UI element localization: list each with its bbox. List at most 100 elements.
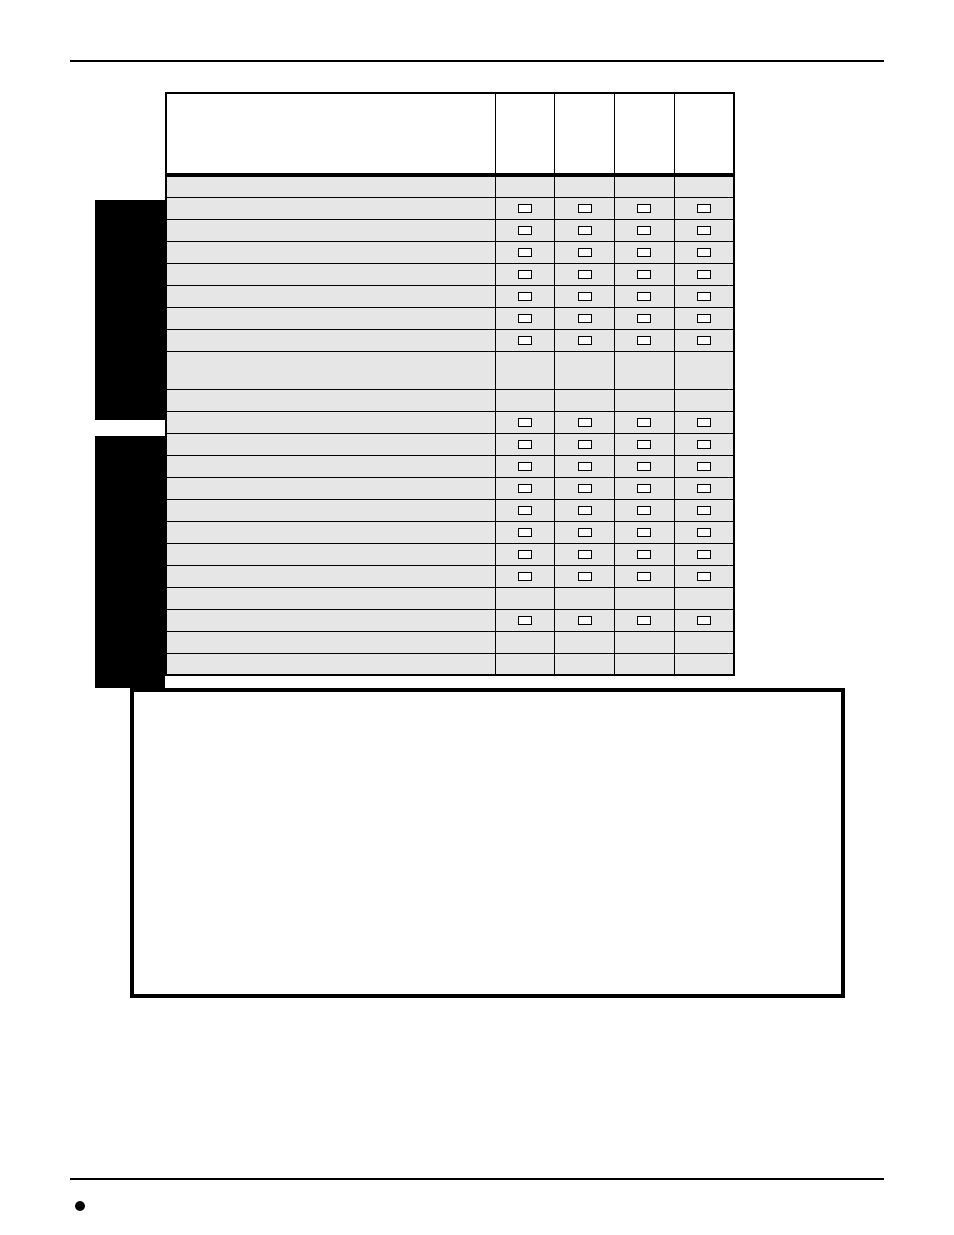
check-cell: [615, 543, 675, 565]
checkbox-icon[interactable]: [697, 462, 711, 471]
checkbox-icon[interactable]: [697, 440, 711, 449]
checkbox-icon[interactable]: [697, 314, 711, 323]
table-row: [166, 241, 734, 263]
check-cell: [555, 197, 615, 219]
check-cell: [615, 241, 675, 263]
checkbox-icon[interactable]: [578, 506, 592, 515]
row-label-cell: [166, 653, 495, 675]
checkbox-icon[interactable]: [697, 204, 711, 213]
checkbox-icon[interactable]: [637, 270, 651, 279]
check-cell: [674, 307, 734, 329]
checkbox-icon[interactable]: [578, 270, 592, 279]
check-cell: [615, 653, 675, 675]
checkbox-icon[interactable]: [578, 462, 592, 471]
checkbox-icon[interactable]: [697, 484, 711, 493]
checkbox-icon[interactable]: [637, 484, 651, 493]
checkbox-icon[interactable]: [578, 336, 592, 345]
checkbox-icon[interactable]: [578, 550, 592, 559]
check-cell: [495, 543, 555, 565]
checkbox-icon[interactable]: [578, 616, 592, 625]
check-cell: [555, 285, 615, 307]
check-cell: [674, 389, 734, 411]
checkbox-icon[interactable]: [697, 226, 711, 235]
checkbox-icon[interactable]: [578, 204, 592, 213]
checkbox-icon[interactable]: [637, 336, 651, 345]
check-cell: [495, 307, 555, 329]
check-cell: [495, 455, 555, 477]
checkbox-icon[interactable]: [518, 462, 532, 471]
checkbox-icon[interactable]: [518, 484, 532, 493]
check-cell: [615, 411, 675, 433]
checkbox-icon[interactable]: [518, 616, 532, 625]
checkbox-icon[interactable]: [578, 484, 592, 493]
check-cell: [495, 175, 555, 197]
row-label-cell: [166, 175, 495, 197]
row-label-cell: [166, 285, 495, 307]
side-label-2: [95, 436, 165, 570]
check-cell: [555, 307, 615, 329]
checkbox-icon[interactable]: [518, 550, 532, 559]
check-cell: [615, 197, 675, 219]
header-check-col: [674, 93, 734, 175]
checkbox-icon[interactable]: [637, 314, 651, 323]
side-label-3: [95, 570, 165, 688]
checkbox-icon[interactable]: [697, 506, 711, 515]
checkbox-icon[interactable]: [697, 616, 711, 625]
check-cell: [674, 411, 734, 433]
checkbox-icon[interactable]: [578, 314, 592, 323]
checkbox-icon[interactable]: [637, 226, 651, 235]
checkbox-icon[interactable]: [637, 418, 651, 427]
checkbox-icon[interactable]: [637, 528, 651, 537]
checkbox-icon[interactable]: [578, 418, 592, 427]
checkbox-icon[interactable]: [578, 248, 592, 257]
checkbox-icon[interactable]: [518, 204, 532, 213]
checkbox-icon[interactable]: [578, 572, 592, 581]
checkbox-icon[interactable]: [518, 572, 532, 581]
checkbox-icon[interactable]: [637, 506, 651, 515]
check-cell: [555, 521, 615, 543]
checkbox-icon[interactable]: [518, 528, 532, 537]
checkbox-icon[interactable]: [578, 440, 592, 449]
checkbox-icon[interactable]: [637, 248, 651, 257]
checkbox-icon[interactable]: [518, 336, 532, 345]
checkbox-icon[interactable]: [578, 226, 592, 235]
checkbox-icon[interactable]: [637, 462, 651, 471]
checkbox-icon[interactable]: [637, 572, 651, 581]
checkbox-icon[interactable]: [697, 270, 711, 279]
check-cell: [674, 521, 734, 543]
checkbox-icon[interactable]: [518, 440, 532, 449]
table-row: [166, 609, 734, 631]
checkbox-icon[interactable]: [697, 292, 711, 301]
checkbox-icon[interactable]: [697, 418, 711, 427]
table-row: [166, 263, 734, 285]
checkbox-icon[interactable]: [637, 292, 651, 301]
bottom-rule: [70, 1178, 884, 1180]
checkbox-icon[interactable]: [637, 440, 651, 449]
checkbox-icon[interactable]: [697, 528, 711, 537]
checkbox-icon[interactable]: [697, 572, 711, 581]
checkbox-icon[interactable]: [637, 550, 651, 559]
checkbox-icon[interactable]: [578, 528, 592, 537]
checkbox-icon[interactable]: [518, 292, 532, 301]
checkbox-icon[interactable]: [518, 248, 532, 257]
checkbox-icon[interactable]: [637, 616, 651, 625]
checkbox-icon[interactable]: [697, 550, 711, 559]
row-label-cell: [166, 329, 495, 351]
check-cell: [495, 565, 555, 587]
checkbox-icon[interactable]: [518, 314, 532, 323]
page-bullet-icon: [75, 1201, 85, 1211]
checkbox-icon[interactable]: [578, 292, 592, 301]
header-check-col: [555, 93, 615, 175]
table-row: [166, 521, 734, 543]
checkbox-icon[interactable]: [697, 336, 711, 345]
check-cell: [674, 653, 734, 675]
check-cell: [615, 609, 675, 631]
check-cell: [555, 477, 615, 499]
checkbox-icon[interactable]: [697, 248, 711, 257]
check-cell: [615, 521, 675, 543]
checkbox-icon[interactable]: [637, 204, 651, 213]
checkbox-icon[interactable]: [518, 506, 532, 515]
checkbox-icon[interactable]: [518, 270, 532, 279]
checkbox-icon[interactable]: [518, 226, 532, 235]
checkbox-icon[interactable]: [518, 418, 532, 427]
